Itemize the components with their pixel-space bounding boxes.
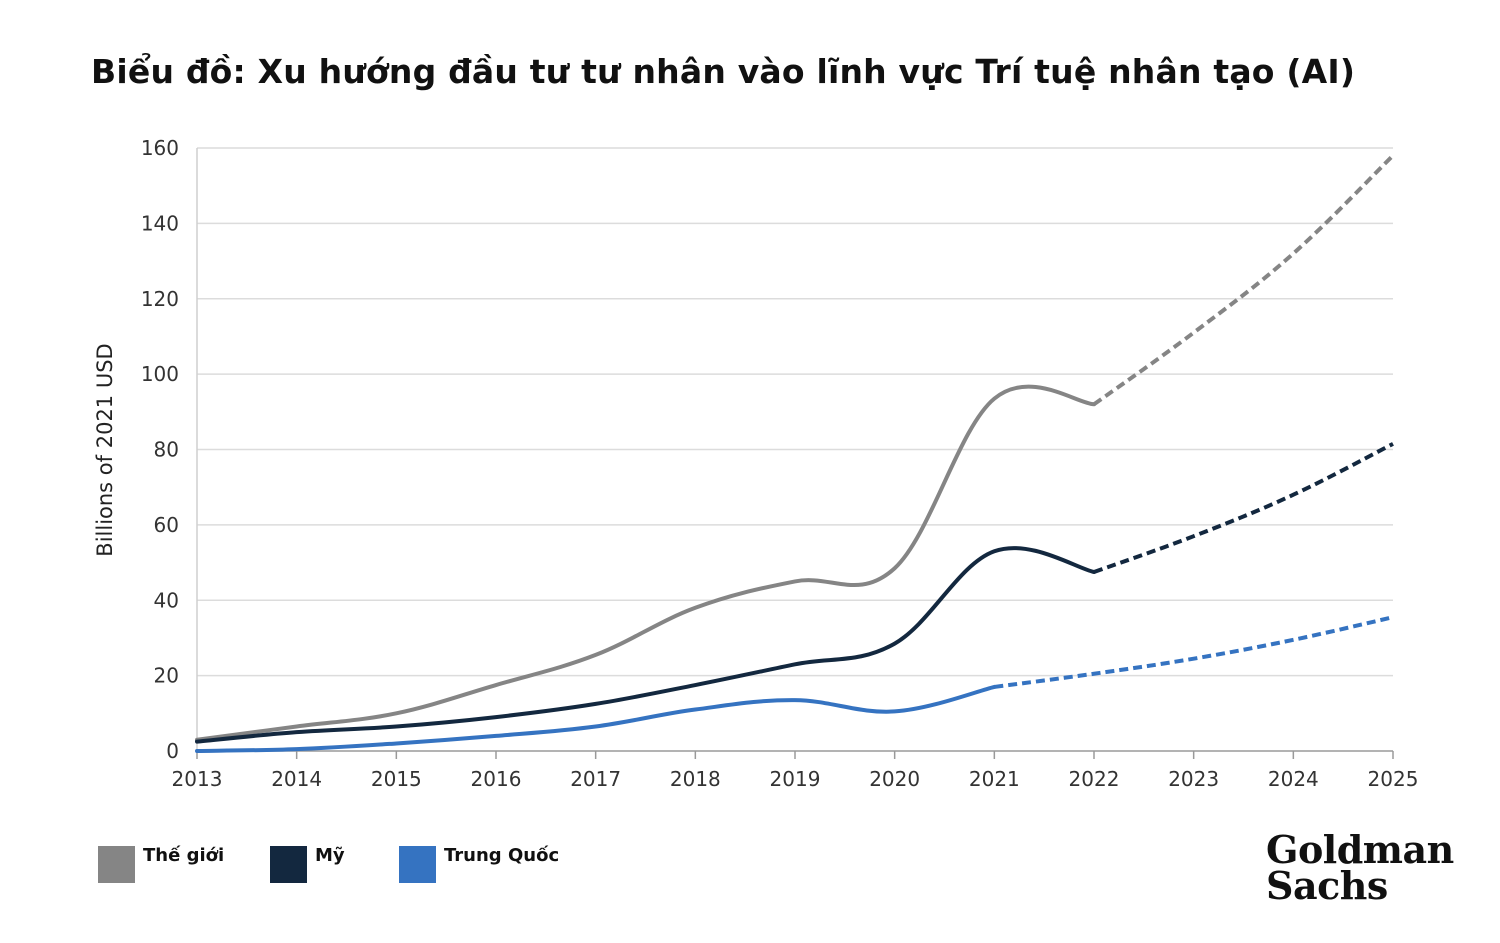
x-tick-label: 2013 <box>172 767 223 791</box>
legend-item-world: Thế giới <box>98 845 270 883</box>
x-tick-label: 2024 <box>1268 767 1319 791</box>
legend-label-world: Thế giới <box>143 845 225 866</box>
x-tick-label: 2025 <box>1368 767 1419 791</box>
legend-swatch-world <box>98 846 135 883</box>
x-tick-label: 2015 <box>371 767 422 791</box>
y-tick-label: 20 <box>154 664 179 688</box>
legend-label-us: Mỹ <box>315 845 345 866</box>
x-tick-label: 2016 <box>471 767 522 791</box>
series-lines <box>195 154 1395 753</box>
series-line-china-forecast <box>994 615 1394 689</box>
y-tick-label: 80 <box>154 438 179 462</box>
grid-lines <box>197 147 1393 677</box>
x-tick-label: 2023 <box>1168 767 1219 791</box>
series-line-china-actual <box>195 684 997 753</box>
x-tick-label: 2014 <box>271 767 322 791</box>
legend-item-us: Mỹ <box>270 845 399 883</box>
legend-swatch-us <box>270 846 307 883</box>
goldman-sachs-logo: Goldman Sachs <box>1266 827 1454 908</box>
x-tick-label: 2022 <box>1069 767 1120 791</box>
y-tick-label: 140 <box>141 211 179 235</box>
legend-label-china: Trung Quốc <box>444 845 560 866</box>
legend: Thế giới Mỹ Trung Quốc <box>98 845 560 883</box>
y-tick-label: 0 <box>166 739 179 763</box>
axes: 0 20 40 60 80 100 120 140 160 2013 2014 2015 2016 201… <box>141 136 1419 791</box>
y-tick-label: 160 <box>141 136 179 160</box>
logo-line-1: Goldman <box>1266 827 1454 872</box>
x-tick-label: 2020 <box>869 767 920 791</box>
series-line-us-actual <box>195 546 1096 744</box>
y-tick-label: 120 <box>141 287 179 311</box>
x-tick-label: 2017 <box>570 767 621 791</box>
y-tick-label: 60 <box>154 513 179 537</box>
chart-title: Biểu đồ: Xu hướng đầu tư tư nhân vào lĩn… <box>91 52 1356 91</box>
series-line-world-forecast <box>1092 154 1395 406</box>
y-axis-title: Billions of 2021 USD <box>93 343 117 556</box>
y-tick-label: 40 <box>154 588 179 612</box>
x-tick-label: 2021 <box>969 767 1020 791</box>
legend-item-china: Trung Quốc <box>399 845 560 883</box>
x-tick-label: 2018 <box>670 767 721 791</box>
series-line-world-actual <box>195 384 1096 742</box>
logo-line-2: Sachs <box>1266 863 1388 908</box>
x-tick-label: 2019 <box>770 767 821 791</box>
series-line-us-forecast <box>1093 442 1394 574</box>
y-tick-label: 100 <box>141 362 179 386</box>
legend-swatch-china <box>399 846 436 883</box>
